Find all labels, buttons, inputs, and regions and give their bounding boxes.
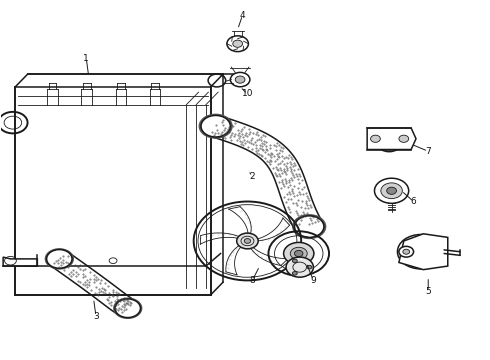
- Text: 6: 6: [411, 197, 416, 206]
- Circle shape: [417, 235, 424, 240]
- Circle shape: [244, 239, 251, 243]
- Text: 4: 4: [240, 10, 245, 19]
- Text: 2: 2: [249, 172, 255, 181]
- Circle shape: [198, 114, 233, 139]
- Circle shape: [294, 251, 303, 257]
- Text: 10: 10: [242, 89, 253, 98]
- Text: 9: 9: [311, 276, 316, 285]
- Circle shape: [397, 234, 444, 269]
- Circle shape: [113, 297, 143, 319]
- Circle shape: [293, 259, 297, 263]
- Text: 1: 1: [83, 54, 89, 63]
- Text: 8: 8: [249, 276, 255, 285]
- Text: 5: 5: [425, 287, 431, 296]
- Circle shape: [383, 138, 395, 147]
- Circle shape: [290, 247, 307, 260]
- Circle shape: [403, 249, 410, 254]
- Circle shape: [407, 242, 435, 262]
- Polygon shape: [367, 128, 416, 149]
- Circle shape: [45, 248, 74, 270]
- Circle shape: [233, 40, 243, 47]
- Circle shape: [293, 271, 297, 275]
- Circle shape: [399, 249, 406, 254]
- Circle shape: [286, 257, 314, 277]
- Circle shape: [115, 299, 141, 318]
- Circle shape: [399, 246, 414, 257]
- Polygon shape: [3, 257, 37, 266]
- Circle shape: [292, 214, 326, 239]
- Circle shape: [47, 249, 72, 268]
- Text: 7: 7: [425, 147, 431, 156]
- Circle shape: [436, 249, 443, 254]
- Circle shape: [237, 233, 258, 249]
- Circle shape: [294, 216, 324, 237]
- Circle shape: [417, 263, 424, 268]
- Text: 3: 3: [93, 312, 99, 321]
- Circle shape: [370, 135, 380, 142]
- Circle shape: [374, 178, 409, 203]
- Circle shape: [284, 242, 314, 265]
- Circle shape: [307, 265, 312, 269]
- Polygon shape: [399, 234, 448, 270]
- Circle shape: [381, 183, 402, 199]
- Circle shape: [387, 187, 396, 194]
- Circle shape: [201, 116, 230, 137]
- Circle shape: [399, 135, 409, 142]
- Circle shape: [235, 76, 245, 83]
